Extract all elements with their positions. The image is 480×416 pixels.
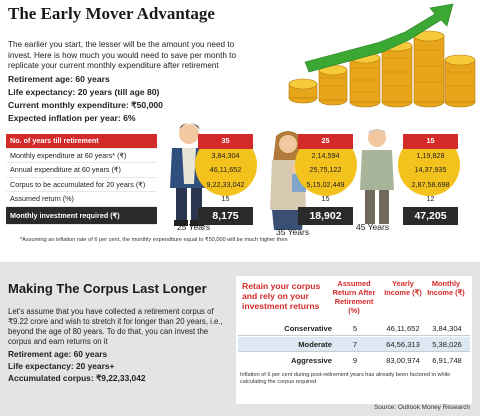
column-45-years: 15 1,19,828 14,37,935 2,87,58,698 12 47,…	[403, 134, 458, 225]
column-35-years: 25 2,14,594 25,75,122 5,15,02,449 15 18,…	[298, 134, 353, 225]
label-annual-expenditure: Annual expenditure at 60 years (₹)	[6, 163, 157, 178]
value-years-45: 15	[403, 134, 458, 149]
value-corpus-35: 5,15,02,449	[306, 179, 345, 189]
age-label-35: 35 Years	[276, 227, 310, 237]
header-assumed-return: Assumed Return After Retirement (%)	[332, 279, 376, 315]
label-monthly-expenditure: Monthly expenditure at 60 years* (₹)	[6, 149, 157, 163]
row-monthly: 5,38,026	[432, 340, 462, 349]
row-return: 9	[352, 356, 358, 365]
value-return-35: 15	[321, 194, 330, 203]
value-investment-35: 18,902	[298, 206, 353, 225]
row-yearly: 83,00,974	[386, 356, 420, 365]
row-yearly: 46,11,652	[386, 324, 420, 333]
label-assumed-return: Assumed return (%)	[6, 192, 157, 207]
value-annual-exp-25: 46,11,652	[209, 165, 242, 174]
row-monthly: 3,84,304	[432, 324, 462, 333]
value-monthly-exp-35: 2,14,594	[311, 150, 340, 160]
value-annual-exp-45: 14,37,935	[414, 165, 447, 174]
value-investment-45: 47,205	[403, 206, 458, 225]
row-yearly: 64,56,313	[386, 340, 420, 349]
row-name: Conservative	[284, 324, 332, 333]
page-title: The Early Mover Advantage	[8, 4, 215, 23]
row-return: 7	[352, 340, 358, 349]
section2-fact-corpus: Accumulated corpus: ₹9,22,33,042	[8, 373, 146, 383]
value-monthly-exp-45: 1,19,828	[416, 150, 445, 160]
value-monthly-exp-25: 3,84,304	[211, 150, 240, 160]
value-corpus-45: 2,87,58,698	[411, 179, 450, 189]
row-monthly: 6,91,748	[432, 356, 462, 365]
footnote-inflation: *Assuming an inflation rate of 6 per cen…	[20, 237, 288, 243]
age-label-45: 45 Years	[356, 222, 390, 232]
older-man-figure	[360, 129, 394, 224]
fact-life-expectancy: Life expectancy: 20 years (till age 80)	[8, 87, 160, 97]
intro-text: The earlier you start, the lesser will b…	[8, 40, 237, 70]
label-corpus: Corpus to be accumulated for 20 years (₹…	[6, 178, 157, 192]
returns-table-title: Retain your corpus and rely on your inve…	[242, 281, 321, 311]
row-conservative: Conservative 5 46,11,652 3,84,304	[238, 321, 470, 336]
row-aggressive: Aggressive 9 83,00,974 6,91,748	[238, 353, 470, 368]
row-name: Moderate	[298, 340, 332, 349]
source-credit: Source: Outlook Money Research	[374, 404, 470, 411]
value-return-25: 15	[221, 194, 230, 203]
label-years-till-retirement: No. of years till retirement	[6, 134, 157, 149]
header-monthly-income: Monthly Income (₹)	[427, 279, 465, 297]
label-monthly-investment: Monthly investment required (₹)	[6, 206, 157, 225]
section2-text: Let's assume that you have collected a r…	[8, 307, 223, 346]
label-column: No. of years till retirement Monthly exp…	[6, 134, 157, 225]
section2-note: Inflation of 6 per cent during post-reti…	[240, 372, 451, 385]
fact-monthly-expenditure: Current monthly expenditure: ₹50,000	[8, 100, 163, 110]
column-25-years: 35 3,84,304 46,11,652 9,22,33,042 15 8,1…	[198, 134, 253, 225]
value-annual-exp-35: 25,75,122	[309, 165, 342, 174]
value-return-45: 12	[426, 194, 435, 203]
section2-fact-life: Life expectancy: 20 years+	[8, 361, 115, 371]
section2-title: Making The Corpus Last Longer	[8, 281, 207, 296]
row-return: 5	[352, 324, 358, 333]
row-name: Aggressive	[291, 356, 332, 365]
value-years-25: 35	[198, 134, 253, 149]
header-yearly-income: Yearly Income (₹)	[384, 279, 422, 297]
fact-retirement-age: Retirement age: 60 years	[8, 74, 110, 84]
section2-fact-retirement: Retirement age: 60 years	[8, 349, 108, 359]
row-moderate: Moderate 7 64,56,313 5,38,026	[238, 337, 470, 352]
value-investment-25: 8,175	[198, 206, 253, 225]
age-label-25: 25 Years	[177, 222, 211, 232]
value-years-35: 25	[298, 134, 353, 149]
value-corpus-25: 9,22,33,042	[206, 179, 245, 189]
fact-inflation: Expected inflation per year: 6%	[8, 113, 136, 123]
coins-arrow-illustration	[288, 3, 476, 108]
